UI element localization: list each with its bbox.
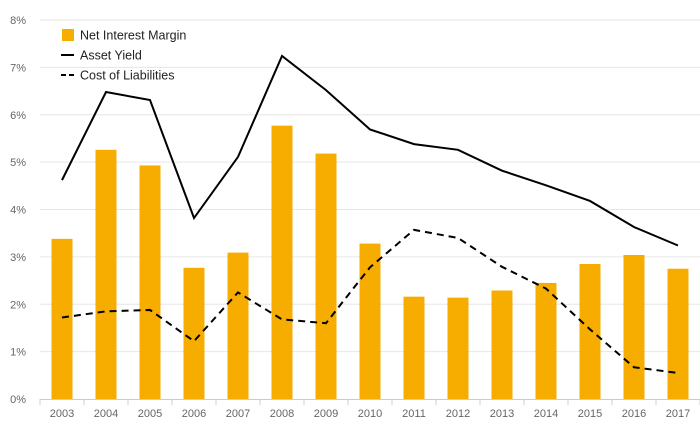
x-tick-label: 2004: [94, 408, 118, 420]
y-tick-label: 2%: [10, 299, 26, 311]
y-axis: 0% 1% 2% 3% 4% 5% 6% 7% 8%: [10, 15, 26, 406]
bar-2009: [315, 153, 337, 399]
bar-2008: [271, 125, 293, 400]
y-tick-label: 5%: [10, 157, 26, 169]
x-tick-label: 2017: [666, 408, 690, 420]
bar-series: [51, 125, 689, 400]
x-tick-label: 2007: [226, 408, 250, 420]
x-tick-label: 2016: [622, 408, 646, 420]
y-tick-label: 4%: [10, 205, 26, 217]
x-tick-label: 2012: [446, 408, 470, 420]
bar-2003: [51, 238, 73, 399]
y-tick-label: 3%: [10, 252, 26, 264]
bar-2010: [359, 243, 381, 399]
bar-2004: [95, 149, 117, 399]
bar-2005: [139, 165, 161, 399]
x-tick-label: 2009: [314, 408, 338, 420]
legend-swatch-net-interest-margin: [62, 29, 74, 41]
x-tick-label: 2013: [490, 408, 514, 420]
x-tick-label: 2015: [578, 408, 602, 420]
legend-label-asset-yield: Asset Yield: [80, 49, 142, 63]
x-tick-label: 2014: [534, 408, 558, 420]
legend: Net Interest Margin Asset Yield Cost of …: [61, 29, 186, 83]
line-series: [61, 54, 679, 374]
x-tick-label: 2005: [138, 408, 162, 420]
legend-label-cost-of-liabilities: Cost of Liabilities: [80, 69, 175, 83]
bar-2006: [183, 267, 205, 399]
asset-yield-line: [61, 54, 679, 247]
legend-label-net-interest-margin: Net Interest Margin: [80, 29, 186, 43]
y-tick-label: 6%: [10, 110, 26, 122]
x-tick-label: 2008: [270, 408, 294, 420]
y-tick-label: 8%: [10, 15, 26, 27]
bar-2017: [667, 268, 689, 399]
y-tick-label: 7%: [10, 62, 26, 74]
bar-2014: [535, 282, 557, 399]
bar-2007: [227, 252, 249, 399]
cost-of-liabilities-line: [61, 228, 679, 374]
x-axis: 2003 2004 2005 2006 2007 2008 2009 2010 2011 2012…: [39, 399, 700, 420]
y-tick-label: 0%: [10, 394, 26, 406]
bar-2013: [491, 290, 513, 399]
x-tick-label: 2010: [358, 408, 382, 420]
x-tick-label: 2006: [182, 408, 206, 420]
x-tick-label: 2011: [402, 408, 426, 420]
bar-2011: [403, 296, 425, 399]
y-tick-label: 1%: [10, 347, 26, 359]
x-tick-label: 2003: [50, 408, 74, 420]
bar-2016: [623, 254, 645, 399]
bar-2012: [447, 297, 469, 399]
bar-2015: [579, 263, 601, 399]
